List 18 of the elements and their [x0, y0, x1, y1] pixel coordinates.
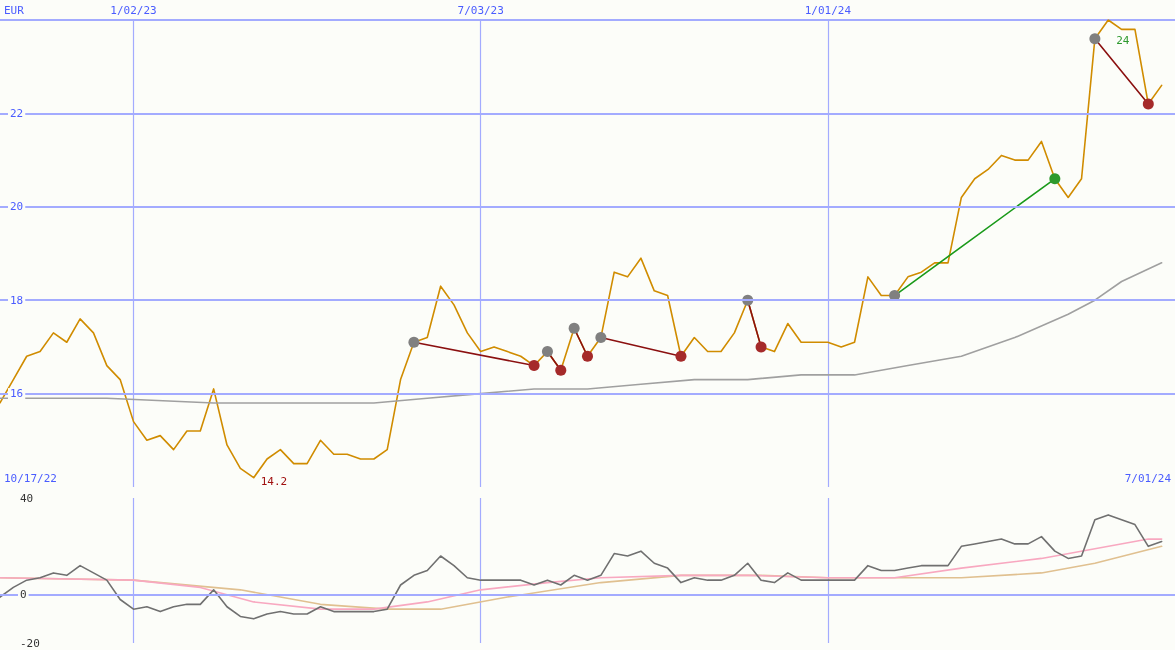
annotation: 14.2 [260, 474, 288, 488]
y-tick-label: 22 [10, 106, 24, 120]
point [1049, 173, 1061, 185]
x-tick-label: 1/01/24 [804, 4, 852, 17]
y-tick-label: 16 [10, 387, 24, 401]
annotation: 7/01/24 [1124, 472, 1172, 485]
y-tick-label: 0 [20, 588, 27, 602]
line-series [0, 514, 1163, 620]
y-tick-label: 20 [10, 200, 24, 214]
annotation: 10/17/22 [4, 472, 57, 485]
y-tick-label: 40 [20, 491, 34, 505]
line-series [0, 262, 1163, 404]
y-tick-label: -20 [20, 636, 40, 650]
y-axis-title: EUR [4, 4, 25, 17]
x-tick-label: 7/03/23 [457, 4, 504, 17]
x-tick-label: 1/02/23 [110, 4, 157, 17]
y-tick-label: 18 [10, 293, 24, 307]
annotation: 24 [1116, 34, 1130, 47]
